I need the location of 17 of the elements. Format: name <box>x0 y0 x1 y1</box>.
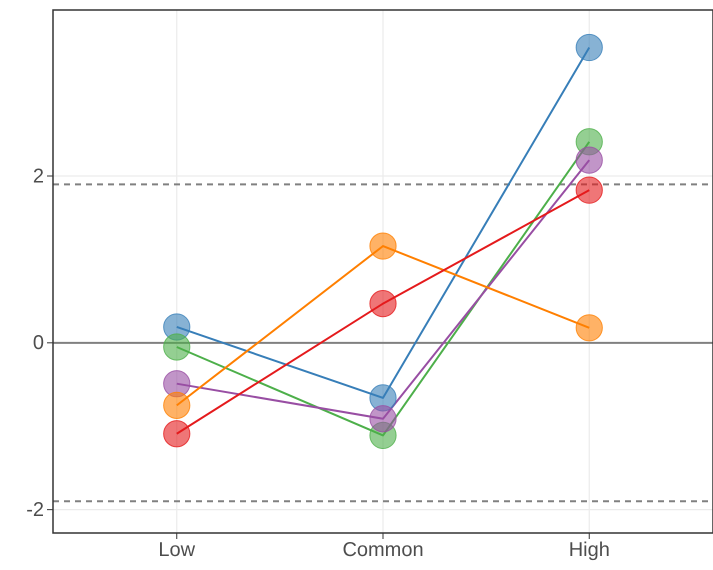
point <box>369 405 397 432</box>
x-tick-label: High <box>568 539 610 562</box>
point <box>576 146 603 174</box>
point <box>369 290 397 318</box>
y-tick-label: 2 <box>32 165 44 188</box>
point <box>576 314 603 342</box>
point <box>576 176 603 204</box>
x-tick-label: Common <box>342 539 424 562</box>
y-tick-label: -2 <box>26 499 44 522</box>
point <box>163 370 190 398</box>
y-tick-label: 0 <box>32 332 44 354</box>
x-tick-label: Low <box>158 539 196 562</box>
point <box>163 392 190 419</box>
point <box>369 232 397 260</box>
point <box>576 34 603 62</box>
point <box>163 420 190 448</box>
point <box>163 333 190 361</box>
